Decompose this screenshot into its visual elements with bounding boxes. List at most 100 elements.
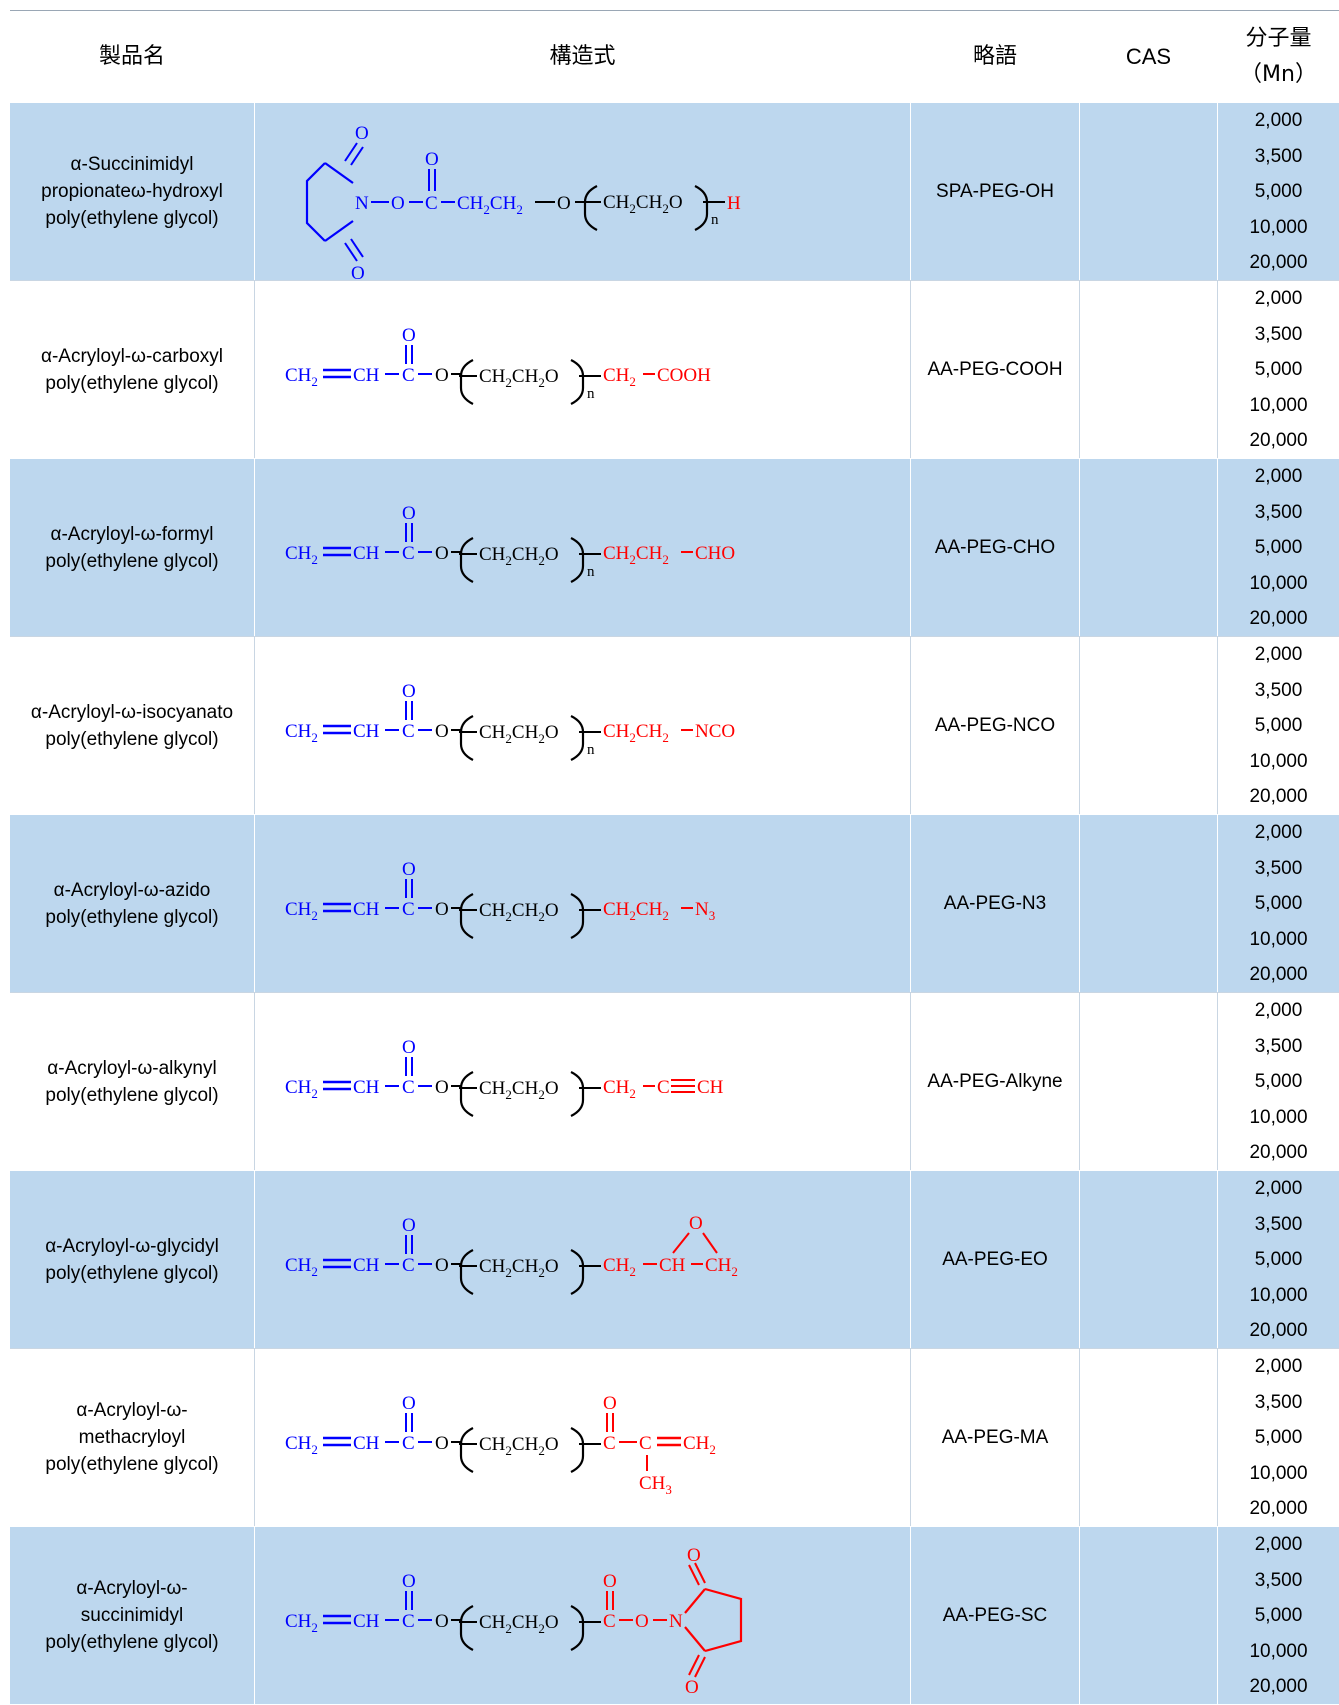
bond-line <box>684 1587 706 1614</box>
column-divider <box>910 1171 911 1348</box>
product-name-line: poly(ethylene glycol) <box>45 550 219 572</box>
cas-number <box>1080 281 1217 458</box>
peg-right-bracket <box>570 358 585 405</box>
structural-formula: CH2 CH C O O CH2CH2O n CH2CH2 NCO <box>255 637 910 814</box>
carbonate-c: C <box>603 1611 616 1632</box>
header-molecular-weight: 分子量 （Mn） <box>1218 11 1339 102</box>
ester-o: O <box>435 543 449 564</box>
carbonyl-c: C <box>402 365 415 386</box>
carbonyl-o: O <box>402 1037 416 1058</box>
product-name-line: methacryloyl <box>78 1427 186 1448</box>
carbonyl-c: C <box>425 193 438 214</box>
carbonyl-o: O <box>402 503 416 524</box>
cas-number <box>1080 1171 1217 1348</box>
header-structure: 構造式 <box>549 43 616 69</box>
ester-o: O <box>435 721 449 742</box>
molecular-weight-list: 2,000 3,500 5,000 10,000 20,000 <box>1218 993 1339 1170</box>
column-divider <box>910 993 911 1170</box>
product-name-line: α-Acryloyl-ω- <box>76 1400 188 1421</box>
molecular-weight-value: 20,000 <box>1249 608 1308 630</box>
bond-line <box>694 1562 706 1583</box>
abbreviation: AA-PEG-SC <box>942 1604 1048 1626</box>
abbreviation: AA-PEG-COOH <box>927 358 1063 380</box>
molecular-weight-value: 10,000 <box>1249 1640 1308 1662</box>
column-divider <box>1217 815 1218 992</box>
column-divider <box>910 637 911 814</box>
structural-formula: CH2 CH C O O CH2CH2O CH2 C CH <box>255 993 910 1170</box>
molecular-weight-list: 2,000 3,500 5,000 10,000 20,000 <box>1218 1527 1339 1704</box>
peg-left-bracket <box>459 536 474 583</box>
product-name-line: α-Acryloyl-ω-formyl <box>50 523 214 545</box>
table-row: α-Succinimidyl propionateω-hydroxyl poly(e… <box>10 102 1339 281</box>
product-name-line: α-Acryloyl-ω-isocyanato <box>30 701 234 723</box>
molecular-weight-list: 2,000 3,500 5,000 10,000 20,000 <box>1218 281 1339 458</box>
abbreviation: AA-PEG-MA <box>941 1426 1049 1448</box>
product-name: α-Acryloyl-ω-succinimidyl poly(ethylene g… <box>10 1527 254 1704</box>
carbonyl-o: O <box>402 1571 416 1592</box>
column-divider <box>254 1349 255 1526</box>
peg-right-bracket <box>570 1070 585 1117</box>
table-row: α-Acryloyl-ω-glycidyl poly(ethylene glyco… <box>10 1170 1339 1348</box>
carbonyl-c: C <box>402 899 415 920</box>
cas-number <box>1080 103 1217 280</box>
molecular-weight-value: 10,000 <box>1249 928 1308 950</box>
tail-ethylene: CH2CH2 <box>603 543 669 567</box>
product-name-line: α-Acryloyl-ω- <box>76 1578 188 1599</box>
bond-line <box>688 1564 700 1585</box>
column-divider <box>1079 993 1080 1170</box>
peg-left-bracket <box>459 1426 474 1473</box>
acryl-ch: CH <box>353 1255 380 1276</box>
methacryl-o: O <box>603 1393 617 1414</box>
abbreviation: AA-PEG-CHO <box>934 536 1056 558</box>
molecular-weight-value: 2,000 <box>1254 644 1303 665</box>
product-name-line: α-Acryloyl-ω-alkynyl <box>47 1057 217 1079</box>
peg-repeat-unit: CH2CH2O <box>479 900 559 924</box>
carbonyl-c: C <box>402 1611 415 1632</box>
peg-right-bracket <box>570 892 585 939</box>
propionate-chain: CH2CH2 <box>457 193 523 217</box>
product-name-line: poly(ethylene glycol) <box>45 1632 219 1653</box>
structural-formula: CH2 CH C O O CH2CH2O C O C CH3 CH2 <box>255 1349 910 1526</box>
structural-formula: O O N O C O CH2CH2 O CH2CH2O n H <box>255 103 910 281</box>
product-name-line: poly(ethylene glycol) <box>45 208 219 229</box>
ether-o: O <box>557 193 571 214</box>
product-name-line: α-Acryloyl-ω-carboxyl <box>40 345 224 367</box>
cas-number <box>1080 637 1217 814</box>
peg-repeat-unit: CH2CH2O <box>479 1078 559 1102</box>
bond-line <box>324 219 354 242</box>
peg-repeat-unit: CH2CH2O <box>479 1256 559 1280</box>
formula-drawing: CH2 CH COO CH2CH2O CH2 CH CH2O <box>285 1213 738 1295</box>
molecular-weight-value: 20,000 <box>1249 786 1308 808</box>
nhs-n: N <box>669 1611 683 1632</box>
acryl-ch2: CH2 <box>285 1611 318 1635</box>
table-header: 製品名 構造式 略語 CAS 分子量 （Mn） <box>10 10 1339 102</box>
peg-left-bracket <box>459 1604 474 1651</box>
peg-right-bracket <box>694 184 709 231</box>
molecular-weight-list: 2,000 3,500 5,000 10,000 20,000 <box>1218 1349 1339 1526</box>
nhs-o-top: O <box>687 1545 701 1566</box>
peg-left-bracket <box>583 184 598 231</box>
header-abbreviation: 略語 <box>972 43 1017 69</box>
acryl-ch2: CH2 <box>285 543 318 567</box>
ester-o: O <box>435 365 449 386</box>
abbreviation: AA-PEG-NCO <box>934 714 1056 736</box>
carbonate-o: O <box>603 1571 617 1592</box>
structural-formula: CH2 CH C O O CH2CH2O CH2 CH CH2 O <box>255 1171 910 1348</box>
structural-formula: CH2 CH C O O CH2CH2O CH2CH2 N3 <box>255 815 910 992</box>
column-divider <box>254 1527 255 1704</box>
column-divider <box>910 459 911 636</box>
tail-ch2: CH2 <box>603 1077 636 1101</box>
molecular-weight-value: 3,500 <box>1254 1569 1303 1591</box>
product-name: α-Acryloyl-ω-formyl poly(ethylene glycol) <box>10 459 254 636</box>
ring-bonds <box>305 161 326 242</box>
header-cas: CAS <box>1125 43 1172 69</box>
bond-line <box>324 161 354 184</box>
peg-left-bracket <box>459 714 474 761</box>
molecular-weight-value: 20,000 <box>1249 1142 1308 1164</box>
table-row: α-Acryloyl-ω-azido poly(ethylene glycol) C… <box>10 814 1339 992</box>
column-divider <box>1079 459 1080 636</box>
column-divider <box>1217 993 1218 1170</box>
product-name: α-Succinimidyl propionateω-hydroxyl poly(e… <box>10 103 254 280</box>
product-name: α-Acryloyl-ω-methacryloyl poly(ethylene g… <box>10 1349 254 1526</box>
table-row: α-Acryloyl-ω-succinimidyl poly(ethylene g… <box>10 1526 1339 1704</box>
